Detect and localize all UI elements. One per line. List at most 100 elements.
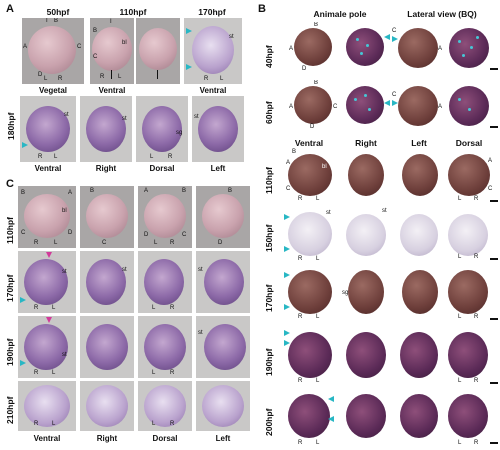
label-l: L [52, 305, 56, 311]
panel-a-180hpf-left-image: st [192, 96, 244, 162]
label-l: L [54, 240, 58, 246]
label-bl: bl [62, 208, 67, 214]
panel-c-110hpf-ventral-image: B A C D bl R L [18, 186, 76, 248]
panel-a-view-ventral-1: Ventral [98, 86, 126, 95]
label-st: st [198, 267, 203, 273]
label-a: A [68, 190, 73, 196]
label-r: R [34, 240, 39, 246]
embryo [24, 259, 68, 305]
embryo [288, 394, 330, 438]
cyan-dot [462, 54, 465, 57]
panel-b-200hpf-left-image [394, 388, 444, 448]
cyan-arrowhead [284, 246, 290, 252]
scale-bar [490, 126, 498, 128]
label-l: L [52, 370, 56, 376]
label-c: C [77, 44, 82, 50]
embryo [86, 194, 128, 238]
embryo [398, 86, 438, 126]
label-st: st [198, 330, 203, 336]
label-b: B [314, 80, 319, 86]
embryo [346, 86, 384, 124]
label-r: R [170, 370, 175, 376]
label-c: C [182, 232, 187, 238]
embryo [198, 106, 238, 152]
panel-b-col-left: Left [411, 138, 427, 148]
panel-b-150hpf-dorsal-image: L R [444, 206, 494, 262]
panel-c-210hpf-dorsal-image: L R [138, 381, 192, 431]
cyan-arrowhead [384, 100, 390, 106]
label-l: L [154, 240, 158, 246]
panel-c-110hpf-right-image: B C [80, 186, 134, 248]
label-r: R [38, 154, 43, 160]
label-st: st [62, 269, 67, 275]
label-c: C [488, 186, 493, 192]
panel-b-row-60hpf: 60hpf [264, 101, 274, 124]
panel-c-row-210hpf: 210hpf [5, 396, 15, 424]
label-c: C [392, 92, 397, 98]
label-i: I [46, 18, 48, 24]
label-l: L [316, 314, 320, 320]
embryo [288, 212, 332, 256]
panel-c-view-ventral: Ventral [33, 434, 61, 443]
panel-c-row-170hpf: 170hpf [5, 274, 15, 302]
panel-b-110hpf-ventral-image: B A C bl R L [282, 148, 338, 204]
panel-a-col-110hpf: 110hpf [119, 7, 147, 17]
embryo [448, 394, 488, 438]
label-l: L [316, 256, 320, 262]
panel-b-60hpf-animal-1-image: B A C D [288, 80, 340, 132]
panel-b-200hpf-right-image [340, 388, 392, 448]
panel-b-row-200hpf: 200hpf [264, 408, 274, 436]
label-a: A [23, 44, 28, 50]
embryo [86, 324, 128, 370]
label-d: D [218, 240, 223, 246]
cyan-dot [366, 44, 369, 47]
label-st: st [229, 34, 234, 40]
label-l: L [316, 196, 320, 202]
midline-tick [111, 70, 112, 79]
label-r: R [298, 196, 303, 202]
panel-b-row-150hpf: 150hpf [264, 224, 274, 252]
label-l: L [150, 154, 154, 160]
label-l: L [118, 74, 122, 80]
panel-b-40hpf-animal-1-image: B A D [288, 22, 340, 74]
magenta-arrowhead [46, 252, 52, 258]
embryo [144, 385, 186, 427]
embryo [144, 259, 184, 305]
label-r: R [34, 370, 39, 376]
cyan-arrowhead-bottom [186, 64, 192, 70]
panel-b-row-40hpf: 40hpf [264, 45, 274, 68]
panel-b-170hpf-right-image: sg [340, 264, 392, 322]
panel-b-170hpf-dorsal-image: L R [444, 264, 494, 322]
cyan-arrowhead [384, 34, 390, 40]
embryo [448, 154, 490, 196]
label-a: A [286, 160, 291, 166]
panel-a-col-170hpf: 170hpf [198, 7, 226, 17]
panel-b-col-ventral: Ventral [294, 138, 324, 148]
panel-a-col-50hpf: 50hpf [46, 7, 70, 17]
embryo [86, 385, 128, 427]
label-c: C [93, 54, 98, 60]
cyan-arrowhead [284, 214, 290, 220]
midline-tick [157, 70, 158, 79]
label-st: st [122, 116, 127, 122]
label-l: L [44, 76, 48, 82]
panel-b-110hpf-dorsal-image: A C L R [444, 148, 494, 204]
label-l: L [152, 370, 156, 376]
panel-c-190hpf-ventral-image: st R L [18, 316, 76, 378]
scale-bar [490, 258, 498, 260]
embryo [398, 28, 438, 68]
scale-bar [490, 68, 498, 70]
panel-a-180hpf-dorsal-image: sg L R [136, 96, 188, 162]
panel-c-210hpf-right-image [80, 381, 134, 431]
label-r: R [474, 196, 479, 202]
label-r: R [474, 254, 479, 260]
embryo [348, 270, 384, 314]
label-r: R [474, 440, 479, 446]
label-b: B [228, 188, 233, 194]
magenta-arrowhead [46, 317, 52, 323]
label-l: L [52, 421, 56, 427]
embryo [346, 28, 384, 66]
panel-c-210hpf-ventral-image: R L [18, 381, 76, 431]
panel-b-170hpf-ventral-image: R L [282, 264, 338, 322]
label-b: B [90, 188, 95, 194]
